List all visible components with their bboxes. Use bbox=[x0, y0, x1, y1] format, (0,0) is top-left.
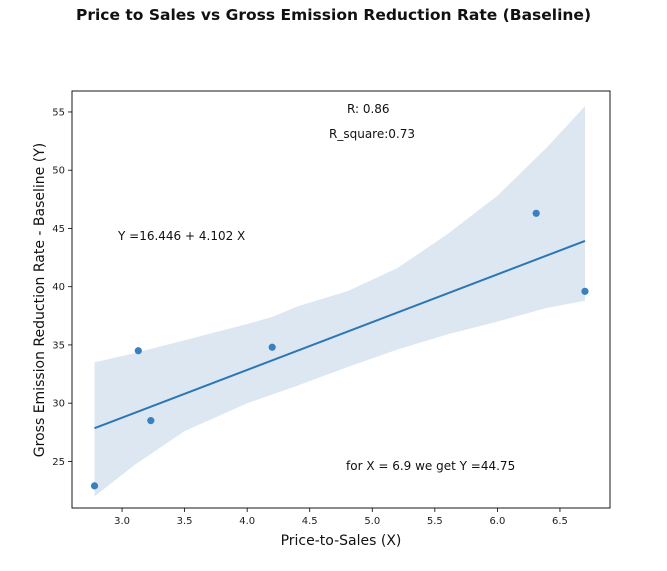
prediction-annotation: for X = 6.9 we get Y =44.75 bbox=[346, 459, 515, 473]
x-tick-label: 6.0 bbox=[489, 516, 505, 527]
chart-title: Price to Sales vs Gross Emission Reducti… bbox=[75, 6, 592, 24]
y-tick-label: 25 bbox=[52, 457, 65, 468]
x-tick-label: 3.0 bbox=[114, 516, 130, 527]
data-point bbox=[532, 209, 540, 217]
data-point bbox=[268, 343, 276, 351]
y-tick-label: 35 bbox=[52, 340, 65, 351]
y-tick-label: 30 bbox=[52, 399, 65, 410]
y-axis-label: Gross Emission Reduction Rate - Baseline… bbox=[32, 143, 48, 457]
r-square-annotation: R_square:0.73 bbox=[329, 127, 415, 141]
regression-line bbox=[94, 239, 586, 430]
x-tick-label: 6.5 bbox=[552, 516, 568, 527]
x-axis-label: Price-to-Sales (X) bbox=[281, 533, 402, 549]
x-tick-label: 4.5 bbox=[302, 516, 318, 527]
y-tick-label: 40 bbox=[52, 282, 65, 293]
x-tick-label: 4.0 bbox=[239, 516, 255, 527]
data-points-layer bbox=[90, 209, 589, 490]
x-tick-label: 3.5 bbox=[177, 516, 193, 527]
x-tick-label: 5.5 bbox=[427, 516, 443, 527]
data-point bbox=[147, 417, 155, 425]
plot-frame bbox=[71, 90, 611, 509]
data-point bbox=[581, 287, 589, 295]
confidence-band bbox=[94, 106, 585, 497]
regression-equation-annotation: Y =16.446 + 4.102 X bbox=[117, 229, 245, 243]
y-tick-label: 45 bbox=[52, 224, 65, 235]
y-tick-label: 50 bbox=[52, 166, 65, 177]
axes-layer: 3.0 3.5 4.0 4.5 5.0 5.5 6.0 6.5 25 30 35 40 45 50 55 bbox=[52, 90, 611, 527]
data-point bbox=[90, 482, 99, 490]
y-tick-label: 55 bbox=[52, 107, 65, 118]
x-tick-label: 5.0 bbox=[364, 516, 380, 527]
confidence-band-layer bbox=[94, 106, 585, 497]
regression-line-layer bbox=[94, 239, 586, 430]
data-point bbox=[134, 347, 142, 355]
r-value-annotation: R: 0.86 bbox=[347, 102, 390, 116]
